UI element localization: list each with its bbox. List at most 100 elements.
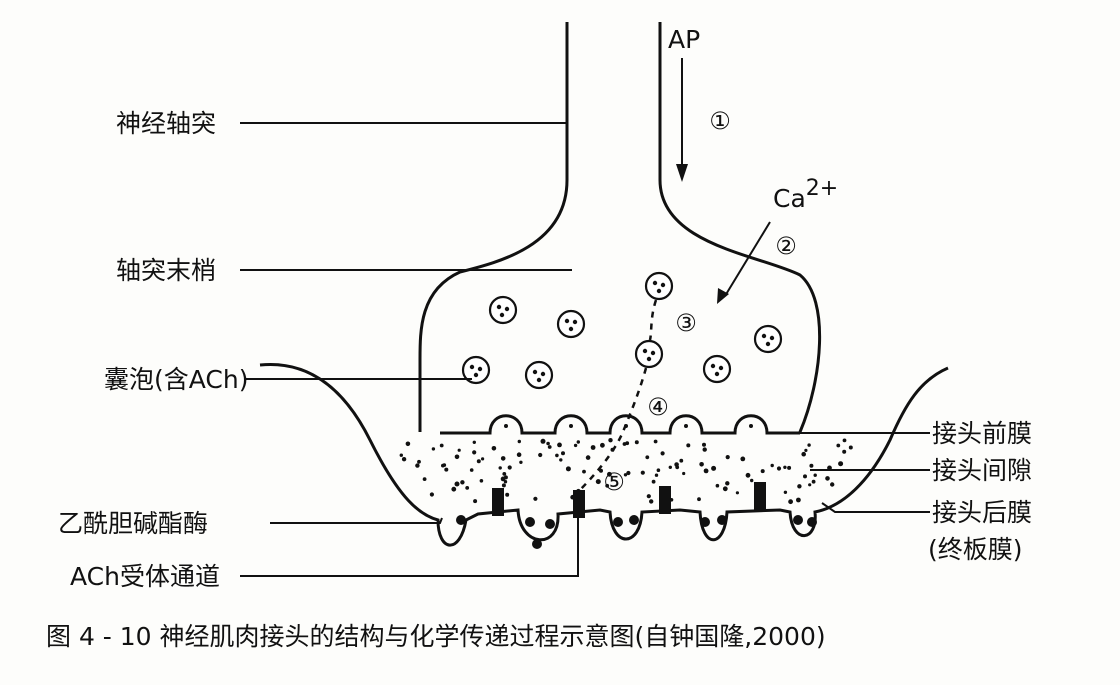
ach-dot: [660, 451, 665, 456]
leader-receptor: [240, 516, 579, 577]
ach-dot: [607, 471, 612, 477]
ach-dot: [472, 440, 476, 444]
ach-dot: [842, 438, 847, 443]
vesicles: [461, 271, 783, 390]
ach-dot: [582, 469, 586, 474]
ach-dot: [646, 494, 651, 499]
ach-dot: [422, 477, 427, 481]
ach-dot: [649, 499, 654, 504]
ach-dot: [546, 441, 550, 446]
label-endplate: (终板膜): [928, 535, 1023, 564]
ach-dot: [801, 451, 806, 457]
ach-dot: [557, 442, 562, 448]
ach-dot: [533, 496, 538, 501]
release-path: [575, 299, 658, 495]
ach-dot: [803, 474, 807, 479]
ach-dot: [500, 476, 506, 482]
ach-dot: [783, 490, 788, 494]
ach-dot: [561, 451, 565, 456]
ach-dot: [517, 439, 521, 444]
ach-dot: [476, 459, 481, 464]
ach-dot: [431, 447, 436, 451]
receptor-channel: [659, 486, 671, 514]
ach-dot: [668, 465, 672, 469]
ach-dot: [842, 449, 847, 454]
label-axon: 神经轴突: [116, 109, 216, 138]
ach-dot: [651, 479, 656, 484]
ach-dot: [473, 499, 478, 504]
ach-dot: [735, 491, 740, 495]
ach-dot: [703, 468, 708, 473]
label-terminal: 轴突末梢: [116, 256, 216, 285]
label-pre-membrane: 接头前膜: [932, 419, 1032, 448]
ach-dot: [454, 454, 460, 460]
vesicle: [702, 354, 732, 384]
ach-dot: [745, 472, 751, 478]
vesicle: [524, 360, 554, 390]
ach-dot: [787, 465, 792, 470]
ach-dot: [674, 462, 679, 467]
presynaptic-membrane: [440, 414, 800, 435]
leader-ache: [270, 517, 443, 524]
ach-dot: [783, 465, 787, 469]
vesicle: [488, 295, 518, 325]
ach-dot: [502, 472, 507, 476]
ca-arrow-head: [717, 288, 729, 304]
ach-dot: [796, 497, 801, 503]
ach-dot: [457, 448, 461, 452]
ach-dot: [441, 463, 445, 468]
ach-dot: [809, 463, 814, 468]
step-4: ④: [647, 393, 669, 421]
ach-dot: [686, 443, 691, 448]
ach-molecules: [399, 438, 853, 505]
ach-dot: [600, 442, 605, 448]
ach-dot: [610, 447, 615, 452]
receptor-channel: [573, 490, 585, 518]
ach-dot: [451, 486, 457, 492]
ach-dot: [740, 456, 746, 462]
ach-dot: [479, 479, 484, 483]
ach-dot: [540, 438, 546, 444]
ach-dot: [715, 483, 720, 488]
ach-dot: [836, 443, 841, 448]
ach-dot: [498, 466, 502, 470]
ach-dot: [605, 483, 610, 488]
ach-dot: [711, 465, 717, 471]
figure-caption: 图 4 - 10 神经肌肉接头的结构与化学传递过程示意图(自钟国隆,2000): [46, 622, 826, 651]
label-receptor: ACh受体通道: [70, 562, 220, 591]
ach-dot: [439, 443, 444, 448]
label-ap: AP: [668, 25, 700, 54]
ach-dot: [656, 468, 661, 473]
vesicle: [634, 339, 664, 369]
label-ca: Ca2+: [773, 176, 838, 213]
ap-arrow-head: [676, 164, 688, 182]
ach-dot: [682, 471, 686, 476]
ach-dot: [622, 442, 627, 446]
step-3: ③: [675, 309, 697, 337]
leader-post: [821, 502, 930, 513]
ach-dot: [415, 463, 420, 468]
ach-dot: [608, 438, 613, 443]
axon-outline-right: [658, 22, 822, 433]
label-cleft: 接头间隙: [932, 456, 1032, 485]
ach-dot: [808, 483, 812, 487]
ach-dot: [507, 465, 512, 470]
ach-dot: [401, 457, 407, 462]
ach-dot: [516, 452, 522, 458]
ach-dot: [722, 486, 728, 492]
ach-dot: [813, 473, 817, 477]
ach-dot: [653, 439, 658, 444]
ach-dot: [725, 481, 730, 486]
ach-dot: [465, 486, 470, 490]
ach-dot: [797, 484, 802, 489]
ach-dot: [804, 448, 808, 452]
ach-dot: [491, 446, 497, 451]
ach-dot: [626, 470, 631, 476]
ach-dot: [500, 456, 506, 461]
postsynaptic-membrane: [259, 362, 949, 547]
ach-dot: [699, 462, 704, 467]
ach-dot: [645, 455, 650, 460]
ach-dot: [555, 453, 559, 458]
ach-dot: [460, 480, 465, 485]
